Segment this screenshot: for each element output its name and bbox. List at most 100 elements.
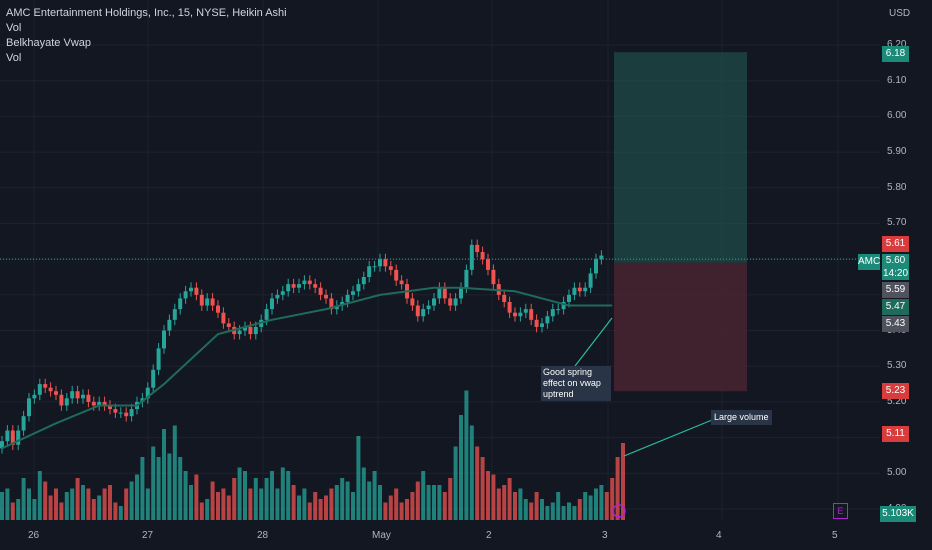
price-tick-label: 5.30 [887,360,907,372]
candle-body [237,330,242,335]
volume-bar [610,478,615,520]
candle-body [124,412,129,417]
candle-body [567,294,571,302]
indicator-vol-1[interactable]: Vol [6,22,22,34]
bar-countdown: 14:20 [882,268,909,279]
candle-body [394,269,399,281]
candle-body [486,259,490,270]
volume-bar [54,488,58,520]
volume-bar [172,425,177,520]
volume-bar [513,492,517,520]
volume-note[interactable]: Large volume [711,410,772,425]
candle-body [594,259,598,274]
candle-body [16,430,21,445]
volume-bar [334,485,339,520]
candle-body [102,401,107,406]
candle-body [351,291,355,295]
candle-body [345,294,350,302]
lightning-event-icon [612,504,626,518]
price-tick-label: 5.80 [887,181,907,193]
candle-body [599,255,604,260]
candle-body [253,326,258,335]
stop-zone [614,262,747,392]
price-tick-label: 6.10 [887,74,907,86]
volume-tag: 5.103K [880,506,916,522]
candle-body [399,280,404,285]
volume-bar [394,488,399,520]
volume-bar [275,488,280,520]
candle-body [75,391,80,399]
volume-bar [426,485,431,520]
volume-bar [264,478,269,520]
volume-bar [124,488,129,520]
candle-body [426,305,431,310]
candle-body [86,394,91,402]
volume-bar [469,425,474,520]
volume-bar [21,478,26,520]
volume-bar [491,474,496,520]
stop-price-tag: 5.23 [882,383,909,399]
spring-note-line-3: uptrend [543,389,574,399]
volume-bar [313,492,318,520]
volume-bar [421,471,426,520]
volume-bar [388,495,393,520]
candle-body [210,298,215,306]
candle-body [59,394,64,406]
indicator-vol-2[interactable]: Vol [6,52,22,64]
last-price: 5.60 [885,255,906,266]
candle-body [367,266,372,277]
volume-bar [367,481,372,520]
volume-bar [561,506,566,520]
price-tick-label: 5.90 [887,146,907,158]
candle-body [378,259,382,267]
candle-body [442,287,447,299]
volume-bar [81,485,85,520]
symbol-title[interactable]: AMC Entertainment Holdings, Inc., 15, NY… [6,7,287,19]
volume-bar [151,446,156,520]
candle-body [54,391,58,395]
candle-body [286,284,291,292]
candle-body [583,287,588,292]
volume-bar [253,478,258,520]
candle-body [156,348,161,370]
volume-bar [599,485,604,520]
volume-line-tag: 5.11 [882,426,909,442]
candle-body [545,316,550,324]
chart-legend: AMC Entertainment Holdings, Inc., 15, NY… [6,6,287,66]
date-tick-label: 28 [257,530,269,541]
candle-body [421,309,426,317]
spring-arrow [574,317,613,367]
volume-bar [615,457,620,520]
volume-bar [167,453,172,520]
volume-bar [356,436,361,520]
volume-bar [383,502,388,520]
volume-bar [345,481,350,520]
candle-body [448,298,453,306]
volume-bar [486,471,490,520]
candle-body [37,384,42,395]
volume-bar [129,481,134,520]
price-tick-label: 5.70 [887,217,907,229]
candle-body [27,398,31,417]
volume-bar [59,502,64,520]
volume-bar [237,467,242,520]
volume-bar [178,457,183,520]
volume-bar [243,471,247,520]
earnings-event-icon[interactable]: E [833,503,848,519]
volume-bar [448,478,453,520]
candle-body [280,291,285,295]
spring-note[interactable]: Good spring effect on vwap uptrend [541,366,611,401]
volume-bar [372,471,377,520]
volume-bar [588,495,593,520]
candle-body [491,269,496,285]
candle-body [588,273,593,288]
candle-body [540,323,544,327]
volume-bar [113,502,118,520]
indicator-vwap[interactable]: Belkhayate Vwap [6,37,91,49]
date-tick-label: 2 [486,530,492,541]
volume-bar [480,457,485,520]
candle-body [64,398,69,406]
candle-body [318,287,323,295]
candle-body [108,405,112,410]
